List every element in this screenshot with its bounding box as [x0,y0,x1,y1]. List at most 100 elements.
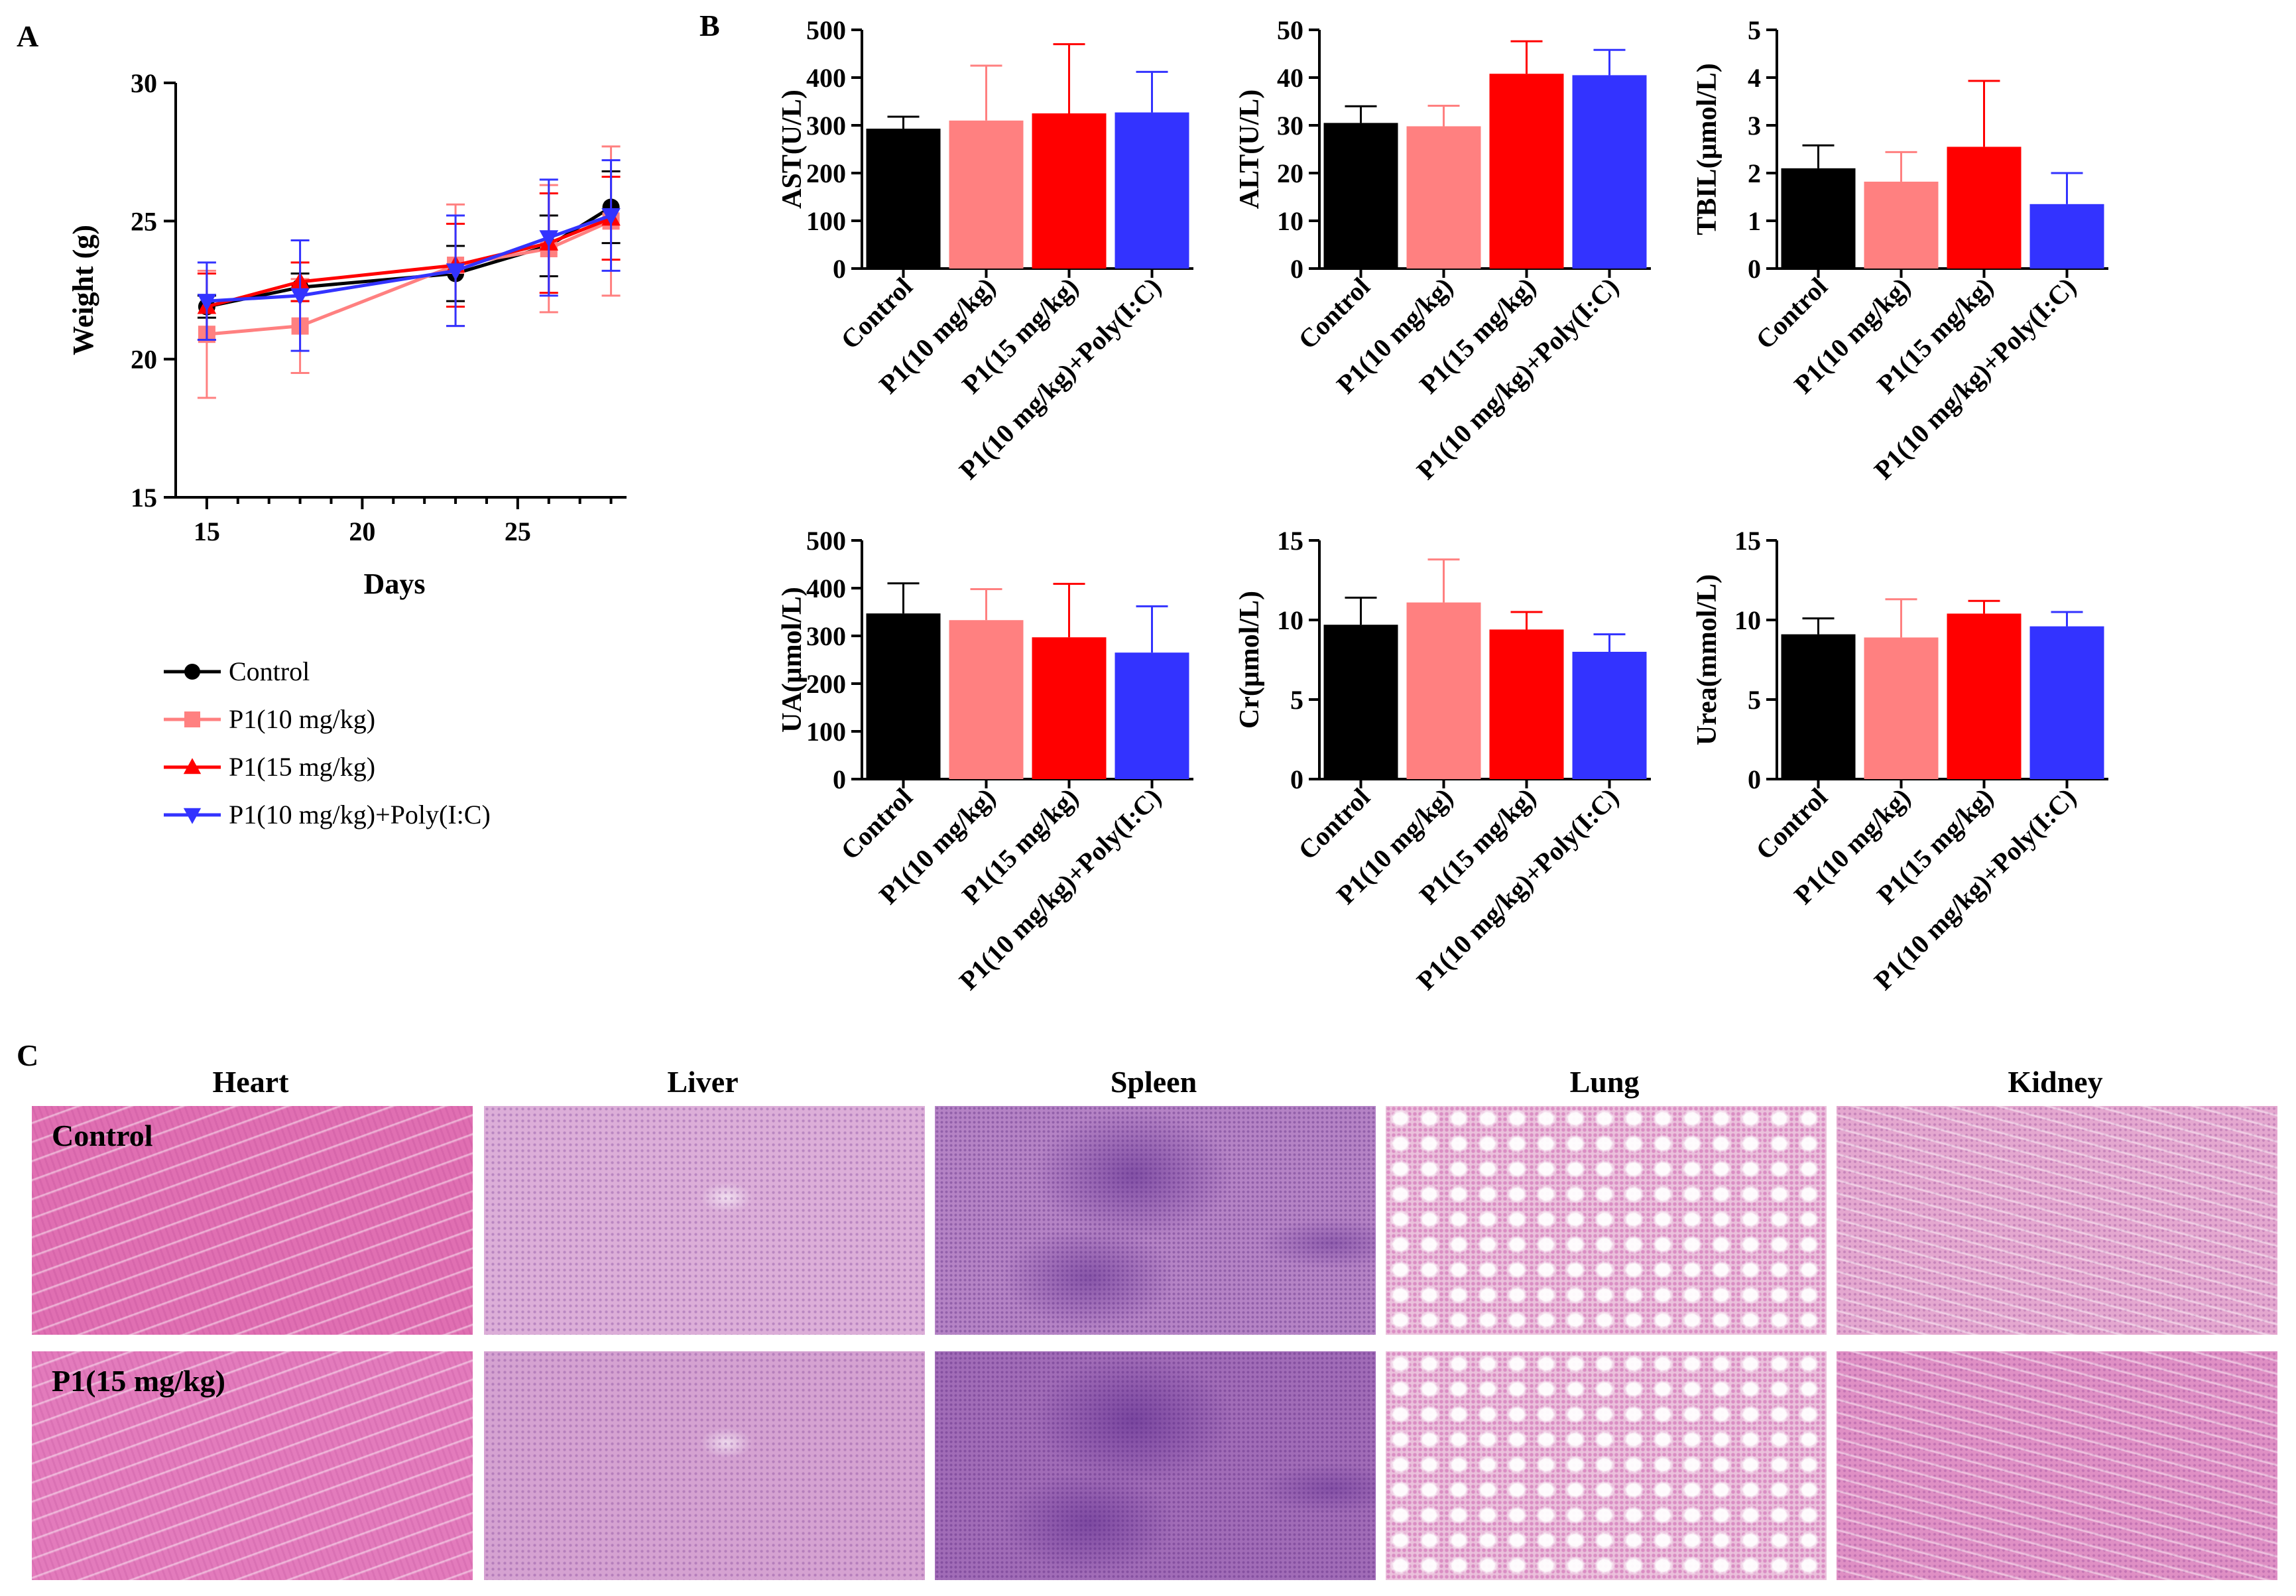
legend-label-p1-10: P1(10 mg/kg) [229,704,376,734]
bar [1947,613,2022,779]
legend-symbol-control [164,664,221,680]
y-tick-label: 2 [1748,158,1761,188]
histology-image-spleen-p1-15 [935,1351,1376,1580]
y-tick-label: 300 [806,621,846,651]
y-tick-label: 200 [806,669,846,699]
y-tick-label: 0 [1290,765,1303,794]
bar [1489,629,1564,779]
y-tick-label: 15 [1734,526,1761,556]
histology-image-kidney-control [1837,1106,2277,1335]
y-axis-label: Urea(mmol/L) [1692,574,1722,745]
series-line [206,214,612,303]
histology-image-heart-control [32,1106,473,1335]
series-2 [197,176,621,341]
histology-image-kidney-p1-15 [1837,1351,2277,1580]
legend-label-control: Control [229,656,310,686]
organ-title-heart: Heart [212,1065,289,1099]
y-tick-label: 500 [806,526,846,556]
legend-marker [184,711,200,727]
bar [1781,634,1856,779]
series-1 [197,145,621,399]
legend-label-p1-15: P1(15 mg/kg) [229,752,376,782]
y-tick-label: 100 [806,717,846,747]
y-tick-label: 200 [806,158,846,188]
y-tick-label: 20 [131,345,157,375]
x-tick-label: 25 [505,517,531,546]
histology-image-liver-control [484,1106,925,1335]
bar [1323,625,1398,779]
data-point [601,208,621,225]
y-tick-label: 300 [806,111,846,141]
legend-marker [184,664,200,680]
bar [1115,112,1189,269]
bar [866,129,941,269]
y-axis-label: ALT(U/L) [1235,90,1265,210]
x-tick-label: Control [1750,272,1833,355]
panel-label-b: B [699,9,720,42]
legend-label-poly: P1(10 mg/kg)+Poly(I:C) [229,800,491,829]
data-point [539,230,559,248]
y-tick-label: 0 [1748,254,1761,284]
data-point [446,263,465,281]
y-tick-label: 50 [1277,15,1303,45]
y-tick-label: 15 [131,483,157,513]
y-tick-label: 0 [833,254,846,284]
bar [1572,652,1647,779]
y-tick-label: 4 [1748,63,1761,93]
y-tick-label: 400 [806,574,846,603]
y-tick-label: 0 [1748,765,1761,794]
y-tick-label: 25 [131,206,157,236]
bar [866,613,941,779]
bar [1864,181,1939,269]
organ-title-lung: Lung [1569,1065,1640,1099]
histology-image-lung-p1-15 [1386,1351,1827,1580]
data-point [197,294,217,312]
x-tick-label: Control [1750,782,1833,866]
histology-image-liver-p1-15 [484,1351,925,1580]
bar [949,620,1024,779]
bar [1032,637,1107,779]
histology-image-lung-control [1386,1106,1827,1335]
legend-marker [183,758,202,774]
y-axis-label: AST(U/L) [777,90,808,209]
bar [1406,602,1481,779]
bar [1864,637,1939,779]
organ-title-liver: Liver [667,1065,739,1099]
legend-symbol-p1-10 [164,711,221,727]
bar [1781,168,1856,269]
y-tick-label: 10 [1734,605,1761,635]
y-axis-label: Cr(μmol/L) [1235,591,1265,729]
histology-image-heart-p1-15 [32,1351,473,1580]
bar [1406,126,1481,269]
row-label-p1-15: P1(15 mg/kg) [52,1364,225,1398]
organ-title-kidney: Kidney [2008,1065,2103,1099]
y-tick-label: 5 [1748,15,1761,45]
y-tick-label: 10 [1277,206,1303,236]
x-tick-label: 20 [349,517,375,546]
y-axis-label: TBIL(μmol/L) [1692,63,1722,235]
row-label-control: Control [52,1119,153,1152]
bar [2029,204,2104,269]
y-axis-label: UA(μmol/L) [777,587,808,733]
x-axis-label: Days [364,568,426,600]
x-tick-label: Control [1292,272,1376,355]
x-tick-label: Control [835,782,918,866]
y-tick-label: 15 [1277,526,1303,556]
panel-label-c: C [17,1038,39,1072]
bar [1489,74,1564,269]
y-tick-label: 1 [1748,206,1761,236]
x-tick-label: Control [835,272,918,355]
x-tick-label: 15 [194,517,220,546]
y-tick-label: 5 [1290,685,1303,715]
y-tick-label: 10 [1277,605,1303,635]
x-tick-label: Control [1292,782,1376,866]
bar [2029,626,2104,779]
panel-label-a: A [17,19,39,53]
legend-symbol-poly [164,808,221,824]
y-tick-label: 30 [131,68,157,98]
legend-symbol-p1-15 [164,758,221,774]
y-tick-label: 0 [833,765,846,794]
y-tick-label: 0 [1290,254,1303,284]
